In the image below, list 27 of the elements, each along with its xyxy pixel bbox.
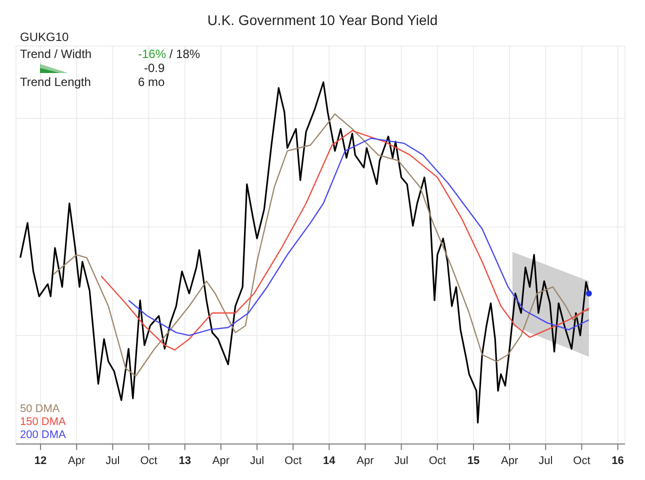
x-tick-label: Oct — [140, 455, 158, 467]
text: Trend / Width — [20, 47, 93, 61]
x-tick-label: 14 — [323, 455, 336, 467]
x-tick-label: Apr — [68, 455, 86, 467]
x-tick-label: Apr — [356, 455, 374, 467]
annotation: 6 mo — [138, 75, 165, 89]
x-tick-label: 15 — [467, 455, 480, 467]
text: -16% / 18% — [138, 47, 200, 61]
x-tick-label: Apr — [500, 455, 518, 467]
annotation: Trend Length — [20, 75, 92, 89]
x-tick-label: Oct — [428, 455, 446, 467]
x-tick-label: 12 — [34, 455, 47, 467]
chart-title: U.K. Government 10 Year Bond Yield — [206, 12, 439, 28]
text: 200 DMA — [20, 429, 66, 442]
x-tick-label: Jul — [538, 455, 553, 467]
text: 150 DMA — [20, 416, 66, 429]
x-tick-label: Jul — [250, 455, 264, 467]
x-tick-label: Oct — [573, 455, 590, 467]
x-tick-label: Apr — [212, 455, 230, 467]
text: -0.9 — [143, 61, 165, 75]
x-tick-label: 16 — [612, 455, 624, 467]
x-tick-label: Oct — [284, 455, 302, 467]
x-tick-label: Jul — [394, 455, 408, 467]
text: GUKG10 — [20, 30, 70, 44]
text: 50 DMA — [20, 403, 61, 416]
x-tick-label: Jul — [106, 455, 120, 467]
x-tick-label: 13 — [178, 455, 191, 467]
